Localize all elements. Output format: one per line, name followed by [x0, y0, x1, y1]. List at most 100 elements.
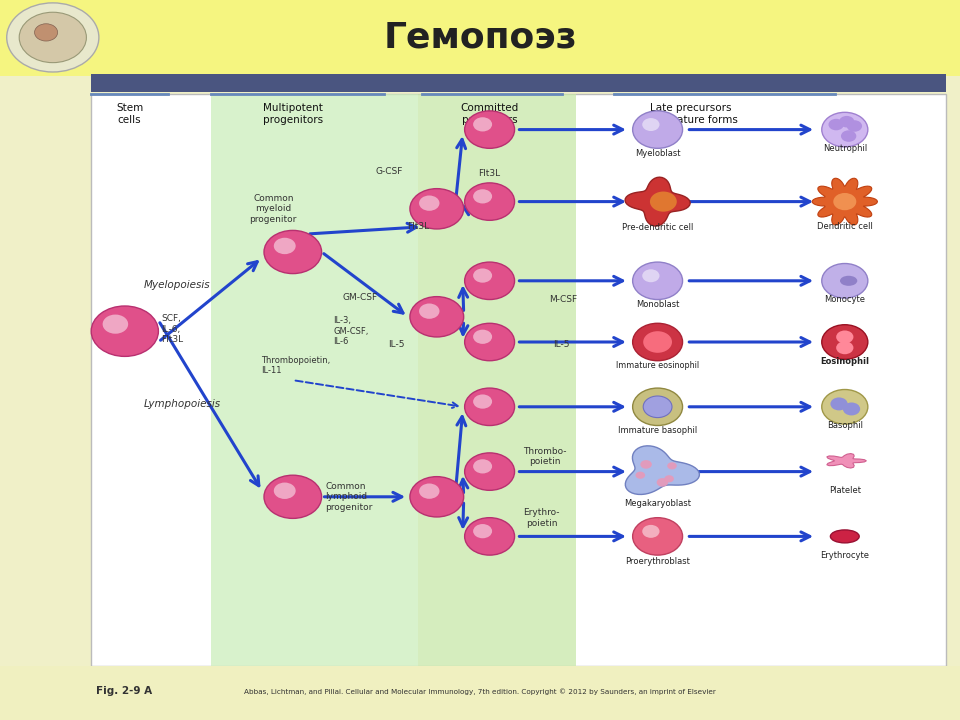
Circle shape [836, 341, 853, 354]
Text: G-CSF: G-CSF [375, 167, 402, 176]
Circle shape [667, 462, 677, 469]
Text: Fig. 2-9 A: Fig. 2-9 A [96, 686, 152, 696]
Circle shape [19, 12, 86, 63]
Circle shape [420, 484, 440, 499]
Circle shape [847, 120, 862, 132]
Circle shape [657, 478, 668, 487]
Circle shape [633, 262, 683, 300]
Circle shape [642, 525, 660, 538]
Text: Neutrophil: Neutrophil [823, 144, 867, 153]
Circle shape [7, 3, 99, 72]
Circle shape [473, 269, 492, 283]
Circle shape [473, 117, 492, 132]
Circle shape [473, 189, 492, 204]
Text: Monocyte: Monocyte [825, 295, 865, 305]
FancyBboxPatch shape [91, 74, 946, 92]
Circle shape [664, 475, 674, 482]
Circle shape [473, 330, 492, 344]
Text: Megakaryoblast: Megakaryoblast [624, 499, 691, 508]
Circle shape [35, 24, 58, 41]
Circle shape [264, 475, 322, 518]
Circle shape [633, 388, 683, 426]
Text: Erythro-
poietin: Erythro- poietin [523, 508, 560, 528]
Circle shape [633, 518, 683, 555]
Circle shape [650, 192, 677, 212]
Text: Monoblast: Monoblast [636, 300, 680, 309]
Circle shape [420, 304, 440, 319]
Text: SCF,
IL-6,
Flt3L: SCF, IL-6, Flt3L [161, 314, 183, 344]
Text: Thrombo-
poietin: Thrombo- poietin [523, 447, 566, 467]
Text: Immature eosinophil: Immature eosinophil [616, 361, 699, 370]
Text: Гемопоэз: Гемопоэз [383, 20, 577, 55]
Circle shape [822, 390, 868, 424]
FancyBboxPatch shape [0, 666, 960, 720]
Circle shape [465, 111, 515, 148]
Text: Basophil: Basophil [827, 421, 863, 431]
Text: Proerythroblast: Proerythroblast [625, 557, 690, 566]
FancyBboxPatch shape [418, 94, 576, 666]
Circle shape [836, 330, 853, 343]
Circle shape [843, 402, 860, 415]
Text: Common
myeloid
progenitor: Common myeloid progenitor [250, 194, 297, 224]
Text: IL-3,
GM-CSF,
IL-6: IL-3, GM-CSF, IL-6 [333, 316, 369, 346]
Text: Flt3L: Flt3L [478, 169, 501, 179]
Circle shape [633, 323, 683, 361]
Circle shape [822, 325, 868, 359]
Text: Abbas, Lichtman, and Pillai. Cellular and Molecular Immunology, 7th edition. Cop: Abbas, Lichtman, and Pillai. Cellular an… [244, 688, 716, 695]
Circle shape [473, 459, 492, 474]
Text: Stem
cells: Stem cells [116, 103, 143, 125]
Circle shape [410, 477, 464, 517]
Text: Eosinophil: Eosinophil [820, 356, 870, 366]
Text: M-CSF: M-CSF [549, 295, 578, 305]
Circle shape [274, 238, 296, 254]
Polygon shape [625, 177, 690, 226]
Circle shape [465, 323, 515, 361]
Circle shape [643, 331, 672, 353]
Circle shape [420, 196, 440, 211]
Circle shape [828, 119, 844, 130]
Circle shape [465, 183, 515, 220]
Circle shape [264, 230, 322, 274]
Text: Immature basophil: Immature basophil [618, 426, 697, 435]
Text: Myelopoiesis: Myelopoiesis [144, 280, 210, 290]
Text: Flt3L: Flt3L [407, 222, 430, 231]
Text: Myeloblast: Myeloblast [635, 148, 681, 158]
Circle shape [410, 297, 464, 337]
Circle shape [465, 388, 515, 426]
Circle shape [643, 396, 672, 418]
Text: Multipotent
progenitors: Multipotent progenitors [263, 103, 323, 125]
Circle shape [833, 193, 856, 210]
Text: Thrombopoietin,
IL-11: Thrombopoietin, IL-11 [261, 356, 330, 375]
FancyBboxPatch shape [211, 94, 418, 666]
Circle shape [473, 395, 492, 409]
Ellipse shape [840, 276, 857, 286]
Circle shape [822, 264, 868, 298]
Text: IL-5: IL-5 [553, 340, 569, 349]
Text: GM-CSF: GM-CSF [343, 293, 378, 302]
Circle shape [410, 189, 464, 229]
Polygon shape [812, 179, 877, 225]
Circle shape [465, 453, 515, 490]
Circle shape [839, 116, 854, 127]
FancyBboxPatch shape [0, 0, 960, 76]
Circle shape [822, 112, 868, 147]
Circle shape [636, 472, 645, 479]
Text: Committed
precursors: Committed precursors [461, 103, 518, 125]
Text: Late precursors
and mature forms: Late precursors and mature forms [644, 103, 738, 125]
Circle shape [830, 397, 848, 410]
Ellipse shape [830, 530, 859, 543]
Polygon shape [625, 446, 700, 495]
Circle shape [465, 518, 515, 555]
Text: Common
lymphoid
progenitor: Common lymphoid progenitor [325, 482, 372, 512]
Circle shape [274, 482, 296, 499]
Circle shape [103, 315, 129, 334]
Circle shape [640, 460, 652, 469]
Text: Pre-dendritic cell: Pre-dendritic cell [622, 223, 693, 233]
Circle shape [642, 269, 660, 282]
Circle shape [633, 111, 683, 148]
Text: Erythrocyte: Erythrocyte [820, 551, 870, 560]
Text: Lymphopoiesis: Lymphopoiesis [144, 399, 221, 409]
Circle shape [465, 262, 515, 300]
FancyBboxPatch shape [91, 94, 946, 666]
Text: Platelet: Platelet [828, 486, 861, 495]
